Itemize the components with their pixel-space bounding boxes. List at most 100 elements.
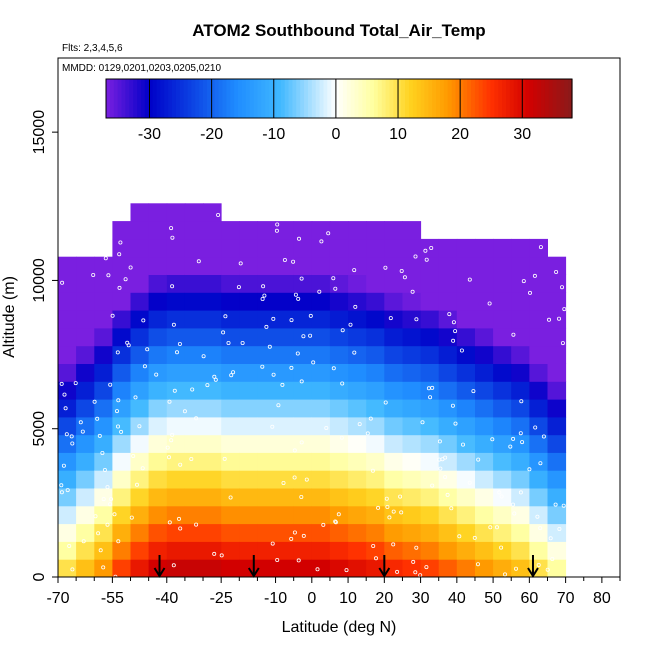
observation-point: [238, 261, 243, 266]
observation-point: [59, 381, 64, 386]
observation-point: [177, 341, 182, 346]
heatmap-cell: [275, 505, 295, 525]
colorbar-segment: [125, 79, 130, 118]
heatmap-cell: [275, 327, 295, 347]
heatmap-cell: [547, 292, 567, 311]
observation-point: [319, 239, 324, 244]
heatmap-cell: [166, 327, 186, 347]
heatmap-cell: [456, 274, 476, 293]
heatmap-cell: [58, 488, 77, 507]
heatmap-cell: [547, 488, 567, 507]
observation-point: [296, 236, 301, 241]
heatmap-cell: [58, 381, 77, 400]
colorbar-segment: [288, 79, 293, 118]
observation-point: [223, 314, 228, 319]
heatmap-cell: [475, 488, 494, 507]
observation-point: [518, 490, 523, 495]
observation-point: [222, 456, 227, 461]
heatmap-cell: [257, 221, 276, 240]
heatmap-cell: [329, 434, 349, 453]
colorbar-segment: [389, 79, 394, 118]
colorbar-segment: [168, 79, 173, 118]
observation-point: [59, 490, 64, 495]
observation-point: [178, 462, 183, 467]
colorbar-tick-label: 20: [451, 126, 469, 143]
heatmap-cell: [275, 238, 295, 258]
heatmap-cell: [438, 381, 458, 400]
colorbar-segment: [412, 79, 418, 118]
observation-point: [426, 386, 431, 391]
heatmap-cell: [76, 559, 95, 577]
observation-point: [532, 273, 537, 278]
observation-point: [190, 387, 195, 392]
observation-point: [282, 257, 287, 262]
observation-point: [101, 565, 106, 570]
colorbar-segment: [238, 79, 243, 118]
heatmap-cell: [239, 434, 258, 453]
heatmap-cell: [166, 310, 186, 329]
heatmap-cell: [184, 292, 204, 311]
heatmap-cell: [311, 434, 331, 453]
heatmap-cell: [420, 363, 440, 382]
heatmap-cell: [221, 505, 240, 525]
flight-marker-head: [378, 567, 391, 578]
heatmap-cell: [293, 238, 313, 258]
heatmap-cell: [130, 416, 150, 436]
observation-point: [331, 366, 336, 371]
colorbar-segment: [156, 79, 161, 118]
observation-point: [538, 526, 543, 531]
heatmap-cell: [275, 523, 295, 542]
heatmap-cell: [493, 345, 512, 364]
heatmap-cell: [239, 327, 258, 347]
heatmap-cell: [402, 470, 422, 489]
observation-point: [391, 542, 396, 547]
heatmap-cell: [384, 327, 403, 347]
heatmap-cell: [493, 256, 512, 275]
heatmap-cell: [184, 256, 204, 275]
observation-point: [295, 351, 300, 356]
heatmap-cell: [311, 505, 331, 525]
observation-point: [352, 268, 357, 273]
heatmap-cell: [166, 203, 186, 222]
observation-point: [502, 572, 507, 577]
heatmap-cell: [402, 274, 422, 293]
heatmap-cell: [402, 434, 422, 453]
observation-point: [271, 372, 276, 377]
heatmap-cell: [130, 292, 150, 311]
observation-point: [450, 403, 455, 408]
observation-point: [131, 453, 136, 458]
heatmap-cell: [348, 274, 367, 293]
x-tick-label: 20: [375, 590, 393, 607]
heatmap-cell: [184, 274, 204, 293]
heatmap-cell: [112, 292, 131, 311]
colorbar-segment: [222, 79, 227, 118]
x-axis-label: Latitude (deg N): [282, 619, 397, 636]
heatmap-cell: [366, 310, 385, 329]
heatmap-cell: [366, 559, 385, 577]
heatmap-cell: [94, 363, 113, 382]
observation-point: [388, 316, 393, 321]
heatmap-cell: [58, 505, 77, 525]
x-tick-label: 0: [307, 590, 316, 607]
heatmap-cell: [293, 559, 313, 577]
observation-point: [428, 395, 433, 400]
heatmap-cell: [94, 327, 113, 347]
observation-point: [424, 257, 429, 262]
observation-point: [557, 527, 562, 532]
heatmap-cell: [547, 274, 567, 293]
observation-point: [520, 440, 525, 445]
heatmap-cell: [94, 470, 113, 489]
heatmap-cell: [58, 310, 77, 329]
colorbar-segment: [443, 79, 449, 118]
heatmap-cell: [493, 523, 512, 542]
heatmap-cell: [438, 310, 458, 329]
observation-point: [292, 530, 297, 535]
heatmap-cell: [275, 381, 295, 400]
observation-point: [547, 317, 552, 322]
colorbar-segment: [521, 79, 526, 118]
heatmap-cell: [402, 399, 422, 418]
heatmap-cell: [438, 559, 458, 577]
heatmap-cell: [148, 399, 168, 418]
heatmap-cell: [257, 381, 276, 400]
heatmap-cell: [529, 399, 548, 418]
